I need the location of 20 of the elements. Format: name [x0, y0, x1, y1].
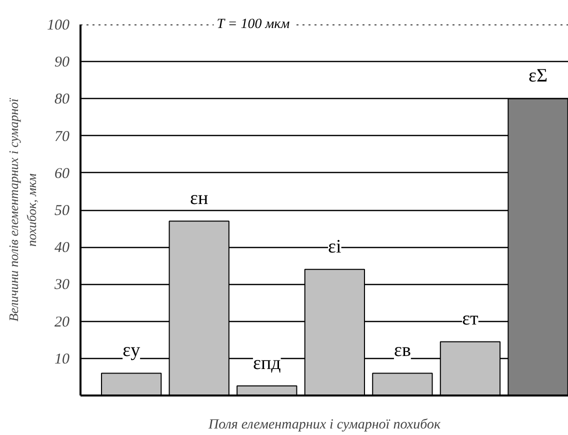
ref-line-label: T = 100 мкм: [216, 17, 290, 32]
y-tick-label: 10: [54, 351, 70, 368]
x-tick-label: εпд: [252, 352, 282, 374]
x-tick-label: εн: [190, 188, 208, 210]
y-tick-label: 20: [54, 314, 70, 330]
x-tick-label: εі: [328, 236, 342, 258]
x-tick-label: εв: [394, 340, 411, 362]
y-axis-title: Величини полів елементарних і сумарної похибок, мкм: [6, 97, 39, 322]
y-tick-label: 80: [54, 92, 70, 108]
x-tick-label: εт: [462, 308, 480, 330]
y-tick-label: 60: [54, 166, 70, 182]
y-tick-label: 70: [54, 128, 70, 145]
y-tick-label: 30: [54, 277, 70, 294]
y-tick-label: 100: [47, 18, 70, 34]
x-axis-title: Поля елементарних і сумарної похибок: [207, 418, 441, 432]
y-tick-label: 40: [54, 240, 70, 256]
x-tick-label: εΣ: [528, 66, 548, 87]
x-tick-label: εу: [122, 340, 141, 362]
y-tick-label: 90: [54, 54, 70, 71]
y-tick-label: 50: [54, 203, 70, 219]
